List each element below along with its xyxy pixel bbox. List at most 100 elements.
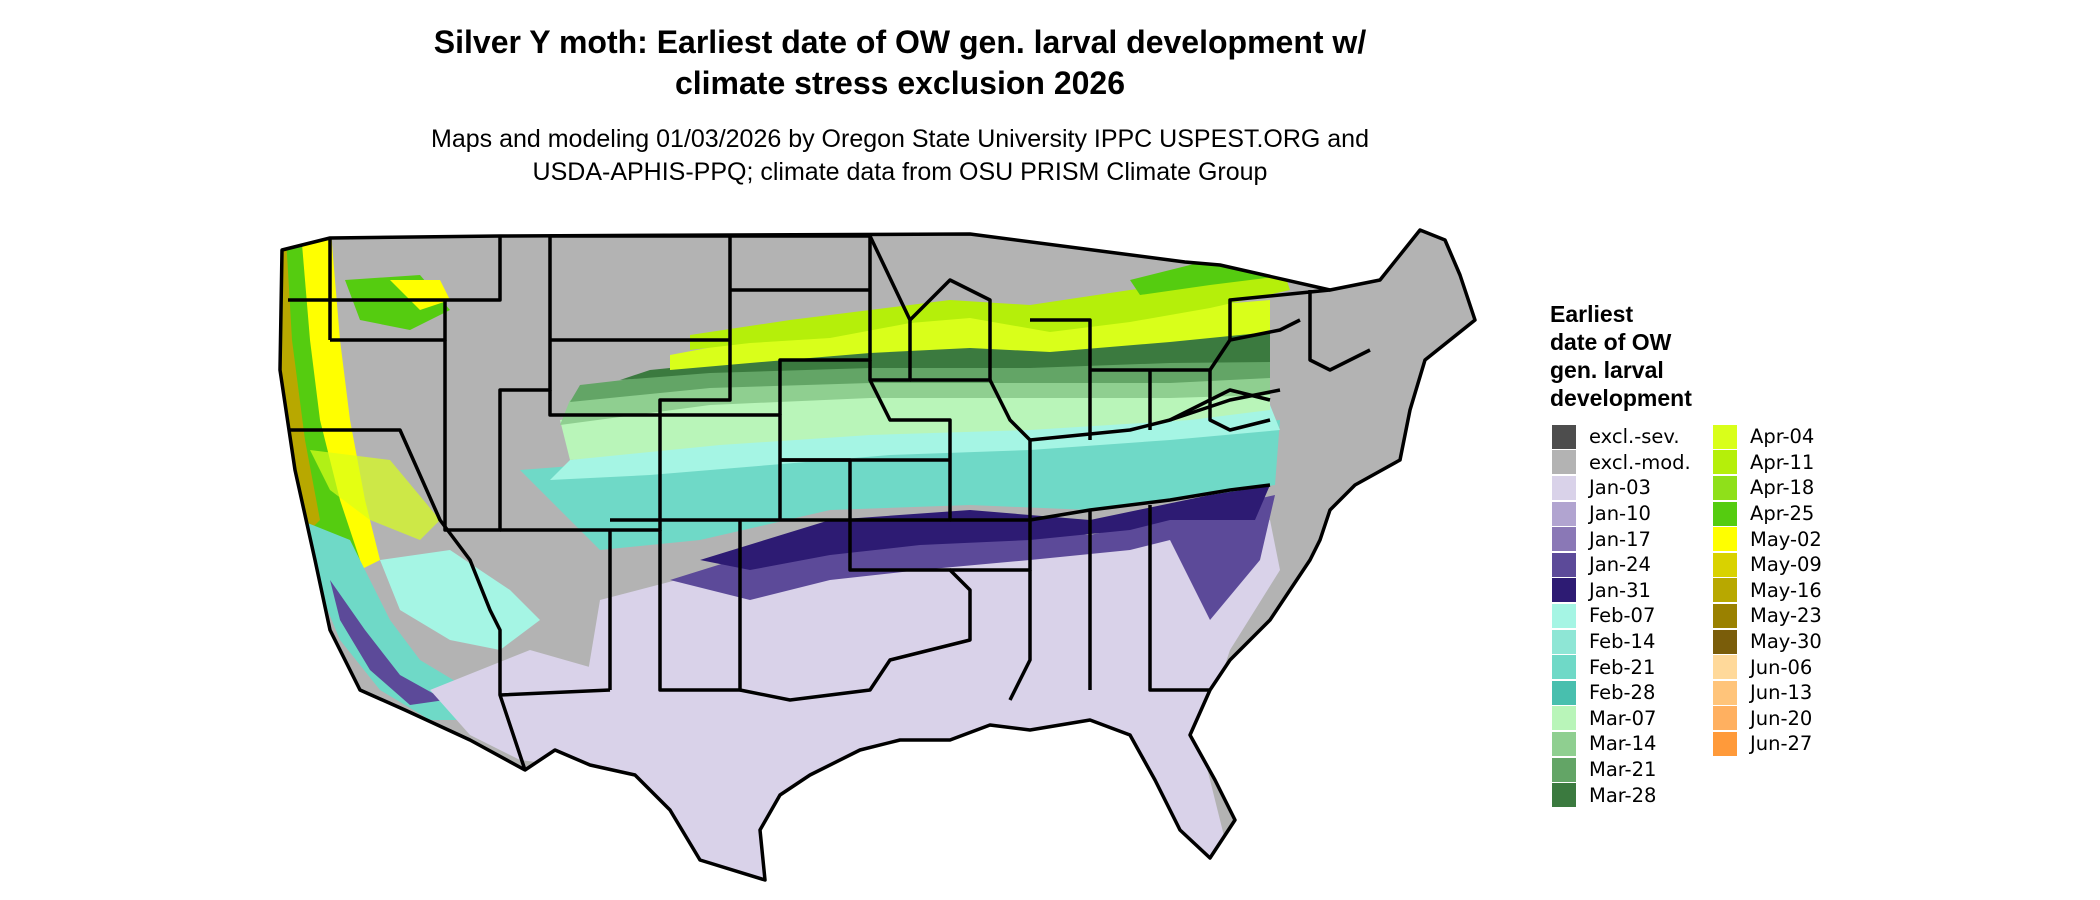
legend-swatch [1552, 629, 1576, 654]
legend-item: May-23 [1713, 603, 1822, 629]
title-line-2: climate stress exclusion 2026 [674, 65, 1126, 101]
legend-label: Jan-24 [1589, 553, 1651, 577]
subtitle-line-2: USDA-APHIS-PPQ; climate data from OSU PR… [532, 158, 1268, 186]
legend-swatch [1713, 450, 1737, 475]
legend-item: Feb-14 [1552, 629, 1691, 655]
legend-item: Mar-14 [1552, 731, 1691, 757]
legend-swatch [1552, 783, 1576, 808]
subtitle-line-1: Maps and modeling 01/03/2026 by Oregon S… [431, 125, 1369, 153]
legend-label: Apr-11 [1750, 450, 1815, 474]
legend-title: Earliest date of OW gen. larval developm… [1550, 300, 1750, 412]
legend-item: Jun-06 [1713, 654, 1822, 680]
legend-label: May-30 [1750, 630, 1822, 654]
legend-label: Jun-06 [1750, 655, 1813, 679]
legend-item: Feb-07 [1552, 603, 1691, 629]
legend-label: Feb-28 [1589, 681, 1656, 705]
zone-midsouth-green2 [560, 375, 1270, 425]
legend-label: Jan-03 [1589, 476, 1651, 500]
legend-label: Jun-27 [1750, 732, 1813, 756]
zone-nevada-speckle [310, 450, 440, 540]
legend-swatch [1713, 706, 1737, 731]
zone-california-purple [330, 580, 445, 705]
zone-gulf-purple [670, 495, 1275, 620]
zone-ohio-valley-lime [670, 300, 1270, 370]
legend-item: Jan-24 [1552, 552, 1691, 578]
legend-label: Feb-07 [1589, 604, 1656, 628]
legend-label: Feb-21 [1589, 655, 1656, 679]
legend-item: Feb-21 [1552, 654, 1691, 680]
legend-swatch [1713, 655, 1737, 680]
legend-label: excl.-sev. [1589, 425, 1680, 449]
legend-label: Apr-25 [1750, 502, 1815, 526]
legend-swatch [1552, 757, 1576, 782]
legend-item: Apr-04 [1713, 424, 1822, 450]
legend-swatch [1713, 603, 1737, 628]
legend-item: Apr-18 [1713, 475, 1822, 501]
legend-title-line-4: development [1550, 385, 1692, 411]
legend-label: Jan-17 [1589, 527, 1651, 551]
legend-label: Mar-21 [1589, 758, 1657, 782]
legend-item: Jan-31 [1552, 578, 1691, 604]
legend-item: May-16 [1713, 578, 1822, 604]
legend-column-2: Apr-04 Apr-11 Apr-18 Apr-25 May-02 May-09 May-… [1713, 424, 1822, 757]
legend-swatch [1552, 501, 1576, 526]
legend-swatch [1552, 680, 1576, 705]
legend-column-1: excl.-sev. excl.-mod. Jan-03 Jan-10 Jan-17 Ja… [1552, 424, 1691, 808]
legend-swatch [1713, 501, 1737, 526]
zone-midsouth-darkgreen [620, 330, 1270, 380]
legend-swatch [1713, 578, 1737, 603]
legend-swatch [1552, 603, 1576, 628]
legend-swatch [1552, 731, 1576, 756]
zone-south-teal [520, 420, 1280, 550]
zone-midsouth-mint [560, 390, 1270, 460]
legend-label: Apr-04 [1750, 425, 1815, 449]
legend-title-line-3: gen. larval [1550, 357, 1664, 383]
legend-item: Apr-11 [1713, 450, 1822, 476]
legend-swatch [1713, 552, 1737, 577]
zone-west-coast-green [280, 230, 360, 570]
legend-item: Mar-21 [1552, 757, 1691, 783]
us-phenology-map [278, 228, 1477, 882]
legend-label: May-23 [1750, 604, 1822, 628]
state-borders [278, 228, 1477, 882]
legend-item: Mar-07 [1552, 706, 1691, 732]
legend-item: Jan-03 [1552, 475, 1691, 501]
legend-swatch [1713, 527, 1737, 552]
legend-label: May-16 [1750, 578, 1822, 602]
legend-item: Jun-20 [1713, 706, 1822, 732]
legend-swatch [1552, 655, 1576, 680]
legend-item: May-02 [1713, 526, 1822, 552]
map-subtitle: Maps and modeling 01/03/2026 by Oregon S… [300, 123, 1500, 189]
legend-label: Mar-28 [1589, 783, 1657, 807]
legend-label: Mar-14 [1589, 732, 1657, 756]
legend-swatch [1552, 450, 1576, 475]
legend-item: Apr-25 [1713, 501, 1822, 527]
legend-item: Jan-10 [1552, 501, 1691, 527]
legend-swatch [1552, 527, 1576, 552]
legend-swatch [1713, 731, 1737, 756]
legend-swatch [1713, 629, 1737, 654]
legend-swatch [1713, 475, 1737, 500]
legend-item: Feb-28 [1552, 680, 1691, 706]
legend-label: May-09 [1750, 553, 1822, 577]
legend-swatch [1552, 706, 1576, 731]
legend-swatch [1552, 552, 1576, 577]
legend-label: Jun-13 [1750, 681, 1813, 705]
legend-label: Jan-31 [1589, 578, 1651, 602]
legend-label: Jan-10 [1589, 502, 1651, 526]
legend-item: May-09 [1713, 552, 1822, 578]
legend-item: Jan-17 [1552, 526, 1691, 552]
legend-label: Mar-07 [1589, 706, 1657, 730]
legend-item: Jun-13 [1713, 680, 1822, 706]
legend-swatch [1713, 680, 1737, 705]
legend-title-line-2: date of OW [1550, 329, 1672, 355]
zone-southwest-teal [380, 550, 540, 650]
legend-swatch [1552, 475, 1576, 500]
us-outline [278, 228, 1477, 882]
legend-item: excl.-sev. [1552, 424, 1691, 450]
title-line-1: Silver Y moth: Earliest date of OW gen. … [433, 24, 1367, 60]
zone-gulf-darkpurple [700, 485, 1270, 570]
zone-california-teal [300, 520, 500, 720]
legend-label: May-02 [1750, 527, 1822, 551]
legend-title-line-1: Earliest [1550, 301, 1634, 327]
